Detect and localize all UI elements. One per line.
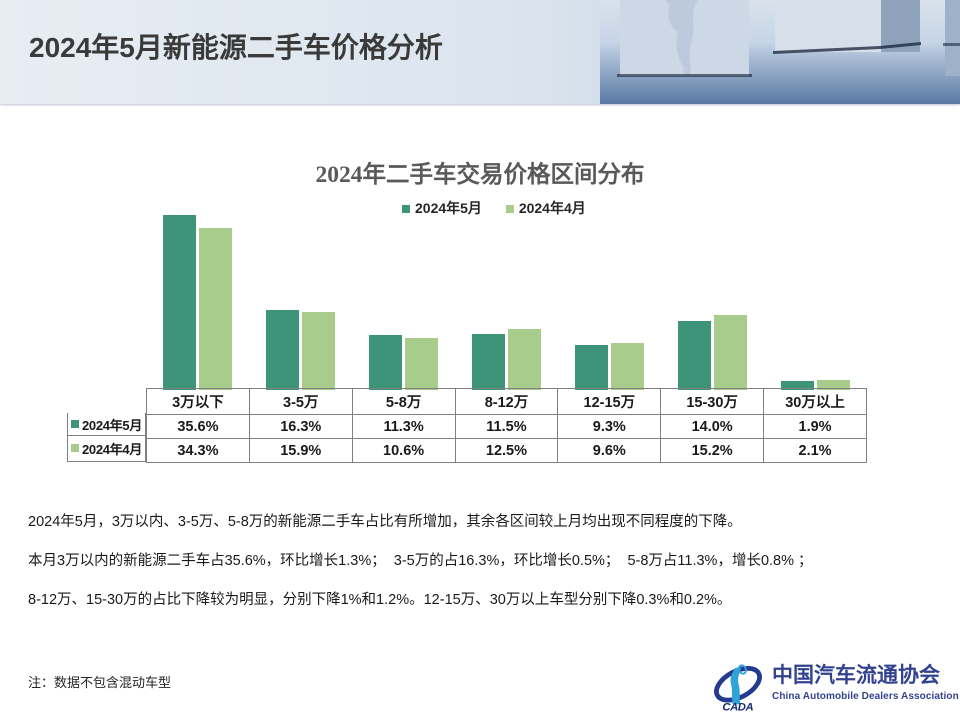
svg-text:CADA: CADA xyxy=(722,701,753,712)
